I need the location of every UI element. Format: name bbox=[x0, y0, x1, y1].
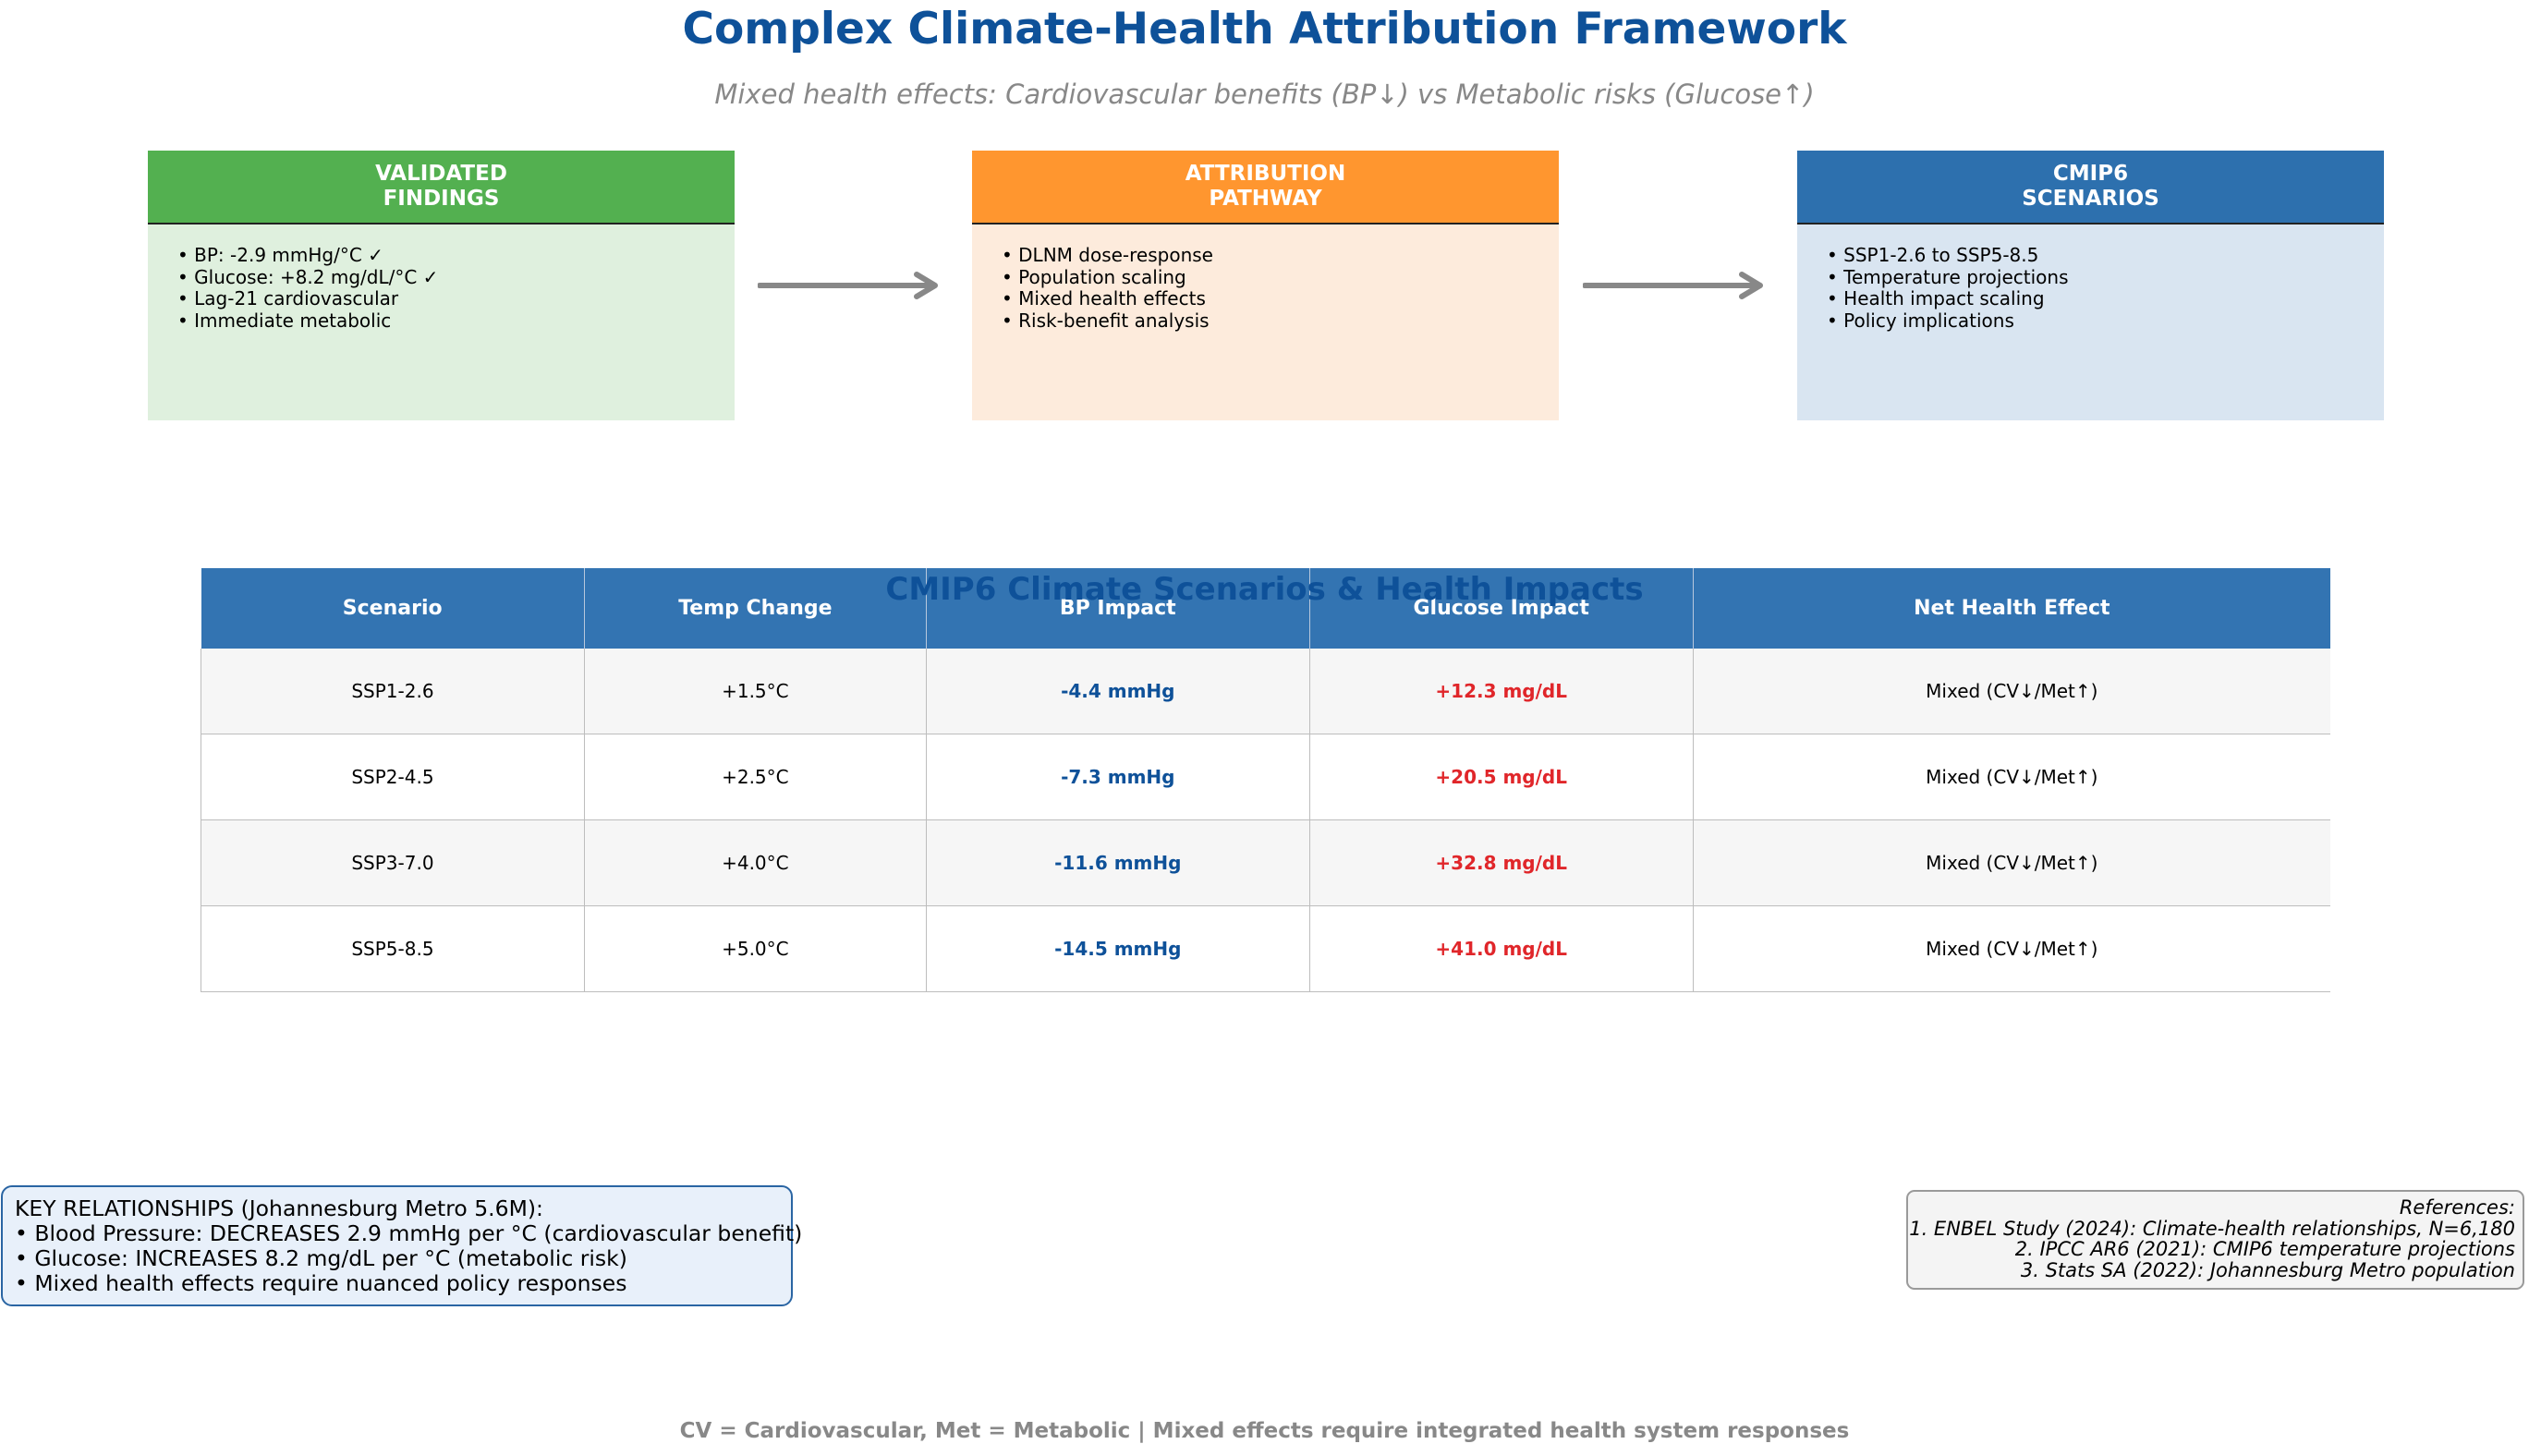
key-relationships-box: KEY RELATIONSHIPS (Johannesburg Metro 5.… bbox=[1, 1185, 803, 1306]
box-list-item: • Health impact scaling bbox=[1827, 287, 2045, 309]
temp-change-cell: +2.5°C bbox=[584, 734, 927, 820]
box-list-item: • Glucose: +8.2 mg/dL/°C ✓ bbox=[177, 265, 439, 288]
page-subtitle: Mixed health effects: Cardiovascular ben… bbox=[714, 79, 1815, 110]
box-body: • DLNM dose-response • Population scalin… bbox=[972, 224, 1559, 420]
reference-item: 2. IPCC AR6 (2021): CMIP6 temperature pr… bbox=[2014, 1238, 2515, 1260]
box-list-item: • Lag-21 cardiovascular bbox=[177, 287, 399, 309]
validated-findings-box: VALIDATED FINDINGS • BP: -2.9 mmHg/°C ✓ … bbox=[148, 151, 735, 420]
flow-arrow-icon bbox=[758, 272, 938, 299]
box-header-line: CMIP6 bbox=[2052, 162, 2129, 186]
temp-change-cell: +5.0°C bbox=[584, 905, 927, 992]
box-list-item: • Risk-benefit analysis bbox=[1002, 309, 1210, 332]
scenario-cell: SSP1-2.6 bbox=[201, 649, 585, 734]
glucose-impact-cell: +32.8 mg/dL bbox=[1309, 819, 1694, 906]
key-relationships-heading: KEY RELATIONSHIPS (Johannesburg Metro 5.… bbox=[15, 1195, 543, 1221]
section-title: CMIP6 Climate Scenarios & Health Impacts bbox=[885, 571, 1644, 608]
references-box: References: 1. ENBEL Study (2024): Clima… bbox=[1906, 1190, 2524, 1290]
reference-item: 3. Stats SA (2022): Johannesburg Metro p… bbox=[2020, 1258, 2515, 1281]
footer-note: CV = Cardiovascular, Met = Metabolic | M… bbox=[679, 1419, 1850, 1443]
table-row: SSP2-4.5 +2.5°C -7.3 mmHg +20.5 mg/dL Mi… bbox=[201, 734, 2330, 820]
column-header: Temp Change bbox=[584, 568, 927, 649]
page-title: Complex Climate-Health Attribution Frame… bbox=[682, 4, 1847, 55]
box-list-item: • Immediate metabolic bbox=[177, 309, 392, 332]
bp-impact-cell: -11.6 mmHg bbox=[926, 819, 1310, 906]
box-header: VALIDATED FINDINGS bbox=[148, 151, 735, 224]
box-list-item: • BP: -2.9 mmHg/°C ✓ bbox=[177, 244, 383, 266]
box-header-line: FINDINGS bbox=[383, 187, 500, 211]
reference-item: 1. ENBEL Study (2024): Climate-health re… bbox=[1909, 1217, 2515, 1240]
column-header: Net Health Effect bbox=[1693, 568, 2330, 649]
box-header-line: VALIDATED bbox=[375, 162, 507, 186]
glucose-impact-cell: +12.3 mg/dL bbox=[1309, 649, 1694, 734]
box-list-item: • Temperature projections bbox=[1827, 265, 2069, 288]
column-header: BP Impact bbox=[926, 568, 1310, 649]
table-row: SSP1-2.6 +1.5°C -4.4 mmHg +12.3 mg/dL Mi… bbox=[201, 649, 2330, 734]
bp-impact-cell: -14.5 mmHg bbox=[926, 905, 1310, 992]
column-header: Scenario bbox=[201, 568, 585, 649]
box-body: • SSP1-2.6 to SSP5-8.5 • Temperature pro… bbox=[1797, 224, 2384, 420]
glucose-impact-cell: +41.0 mg/dL bbox=[1309, 905, 1694, 992]
net-effect-cell: Mixed (CV↓/Met↑) bbox=[1693, 649, 2330, 734]
table-header-row: Scenario Temp Change BP Impact Glucose I… bbox=[201, 568, 2330, 649]
temp-change-cell: +4.0°C bbox=[584, 819, 927, 906]
key-relationship-item: • Blood Pressure: DECREASES 2.9 mmHg per… bbox=[15, 1220, 803, 1246]
glucose-impact-cell: +20.5 mg/dL bbox=[1309, 734, 1694, 820]
box-list-item: • Policy implications bbox=[1827, 309, 2014, 332]
references-heading: References: bbox=[2399, 1196, 2515, 1219]
column-header: Glucose Impact bbox=[1309, 568, 1694, 649]
box-header: CMIP6 SCENARIOS bbox=[1797, 151, 2384, 224]
attribution-pathway-box: ATTRIBUTION PATHWAY • DLNM dose-response… bbox=[972, 151, 1559, 420]
box-header-line: PATHWAY bbox=[1209, 187, 1322, 211]
scenario-cell: SSP3-7.0 bbox=[201, 819, 585, 906]
bp-impact-cell: -4.4 mmHg bbox=[926, 649, 1310, 734]
box-header-line: SCENARIOS bbox=[2022, 187, 2159, 211]
temp-change-cell: +1.5°C bbox=[584, 649, 927, 734]
box-list-item: • Population scaling bbox=[1002, 265, 1186, 288]
net-effect-cell: Mixed (CV↓/Met↑) bbox=[1693, 734, 2330, 820]
table-row: SSP5-8.5 +5.0°C -14.5 mmHg +41.0 mg/dL M… bbox=[201, 905, 2330, 992]
box-header-line: ATTRIBUTION bbox=[1185, 162, 1346, 186]
net-effect-cell: Mixed (CV↓/Met↑) bbox=[1693, 819, 2330, 906]
box-list-item: • Mixed health effects bbox=[1002, 287, 1206, 309]
key-relationship-item: • Mixed health effects require nuanced p… bbox=[15, 1270, 627, 1296]
bp-impact-cell: -7.3 mmHg bbox=[926, 734, 1310, 820]
scenario-table: Scenario Temp Change BP Impact Glucose I… bbox=[201, 568, 2330, 992]
scenario-cell: SSP2-4.5 bbox=[201, 734, 585, 820]
key-relationship-item: • Glucose: INCREASES 8.2 mg/dL per °C (m… bbox=[15, 1245, 627, 1271]
flow-arrow-icon bbox=[1583, 272, 1763, 299]
net-effect-cell: Mixed (CV↓/Met↑) bbox=[1693, 905, 2330, 992]
box-header: ATTRIBUTION PATHWAY bbox=[972, 151, 1559, 224]
table-row: SSP3-7.0 +4.0°C -11.6 mmHg +32.8 mg/dL M… bbox=[201, 819, 2330, 906]
box-list-item: • SSP1-2.6 to SSP5-8.5 bbox=[1827, 244, 2039, 266]
box-list-item: • DLNM dose-response bbox=[1002, 244, 1213, 266]
cmip6-scenarios-box: CMIP6 SCENARIOS • SSP1-2.6 to SSP5-8.5 •… bbox=[1797, 151, 2384, 420]
scenario-cell: SSP5-8.5 bbox=[201, 905, 585, 992]
box-body: • BP: -2.9 mmHg/°C ✓ • Glucose: +8.2 mg/… bbox=[148, 224, 735, 420]
